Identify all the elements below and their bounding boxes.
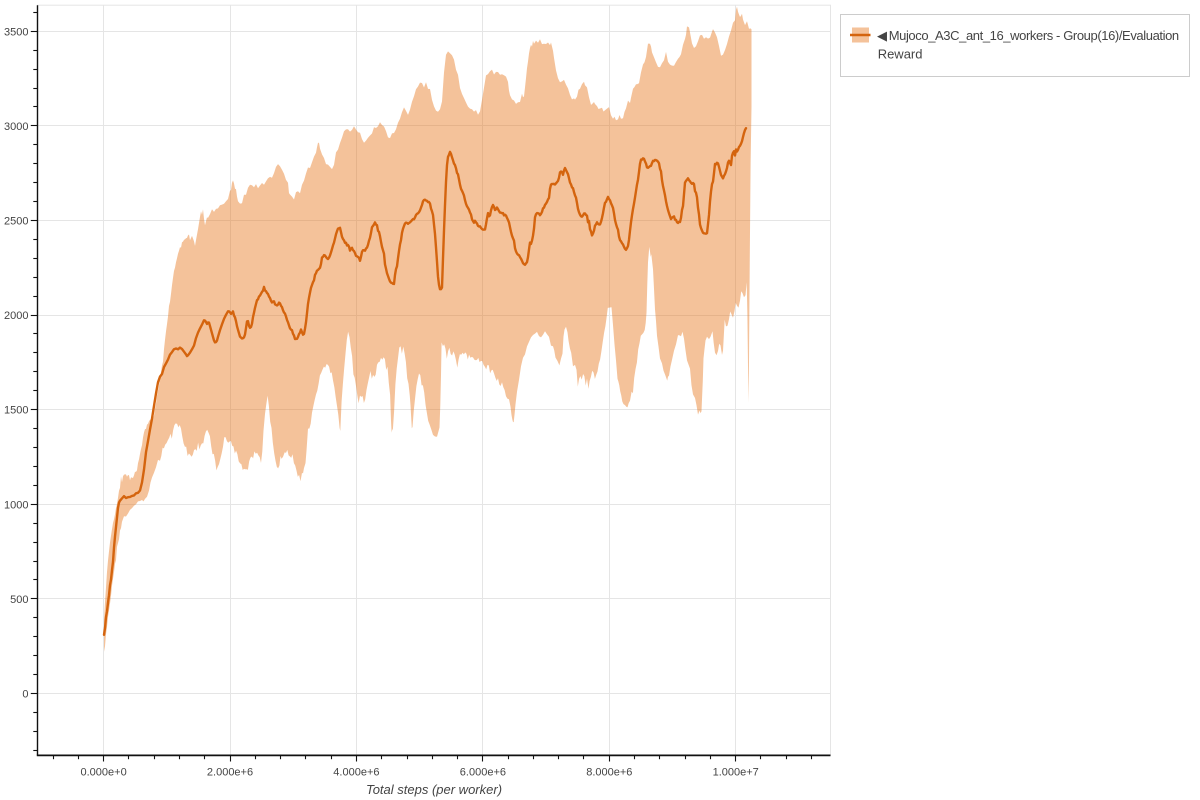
svg-text:Reward: Reward	[878, 47, 923, 62]
svg-text:8.000e+6: 8.000e+6	[586, 767, 632, 779]
svg-text:3000: 3000	[4, 121, 28, 133]
svg-text:0: 0	[22, 689, 28, 701]
svg-text:1000: 1000	[4, 499, 28, 511]
svg-text:3500: 3500	[4, 26, 28, 38]
svg-text:2000: 2000	[4, 310, 28, 322]
svg-text:0.000e+0: 0.000e+0	[81, 767, 127, 779]
svg-text:1500: 1500	[4, 405, 28, 417]
svg-text:2500: 2500	[4, 216, 28, 228]
svg-text:◀︎: ◀︎	[877, 28, 887, 43]
svg-text:1.000e+7: 1.000e+7	[713, 767, 759, 779]
svg-text:4.000e+6: 4.000e+6	[333, 767, 379, 779]
svg-text:500: 500	[10, 594, 28, 606]
svg-text:Mujoco_A3C_ant_16_workers - Gr: Mujoco_A3C_ant_16_workers - Group(16)/Ev…	[889, 28, 1179, 43]
svg-text:2.000e+6: 2.000e+6	[207, 767, 253, 779]
svg-text:6.000e+6: 6.000e+6	[460, 767, 506, 779]
svg-text:Total steps (per worker): Total steps (per worker)	[366, 782, 502, 797]
